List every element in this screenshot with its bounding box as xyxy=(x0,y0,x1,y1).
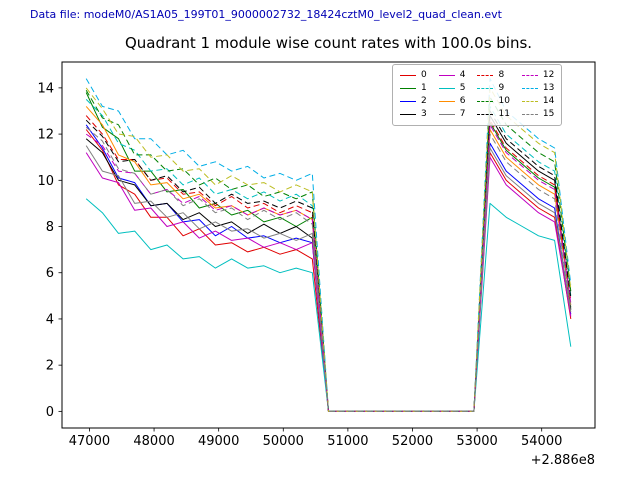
x-axis-offset-label: +2.886e8 xyxy=(531,453,595,468)
legend-item-0: 0 xyxy=(400,69,427,82)
legend-line-sample xyxy=(477,75,494,76)
legend-line-sample xyxy=(400,101,416,102)
legend-item-1: 1 xyxy=(400,82,427,95)
legend-label: 1 xyxy=(421,83,427,93)
legend-item-12: 12 xyxy=(521,69,555,82)
y-tick-label: 10 xyxy=(37,174,54,189)
legend-line-sample xyxy=(438,101,455,102)
y-tick-label: 8 xyxy=(46,220,54,235)
legend-line-sample xyxy=(438,88,455,89)
x-tick-label: 47000 xyxy=(69,434,110,449)
series-line-3 xyxy=(85,115,572,412)
legend-item-4: 4 xyxy=(438,69,466,82)
legend-item-11: 11 xyxy=(477,108,510,121)
x-tick-label: 50000 xyxy=(263,434,304,449)
legend-line-sample xyxy=(438,114,455,115)
legend-item-8: 8 xyxy=(477,69,509,82)
y-tick-label: 14 xyxy=(37,81,54,96)
legend-line-sample xyxy=(477,114,494,115)
y-tick-label: 12 xyxy=(37,128,54,143)
legend-label: 5 xyxy=(459,83,466,93)
legend-line-sample xyxy=(477,88,494,89)
legend-label: 7 xyxy=(459,109,466,119)
x-tick-label: 51000 xyxy=(327,434,368,449)
chart-title: Quadrant 1 module wise count rates with … xyxy=(124,34,533,52)
legend-item-14: 14 xyxy=(521,95,555,108)
legend-label: 13 xyxy=(542,83,555,93)
y-tick-label: 2 xyxy=(46,359,54,374)
legend-label: 6 xyxy=(459,96,466,106)
legend-label: 12 xyxy=(542,70,555,80)
legend-label: 2 xyxy=(421,96,427,106)
y-tick-label: 6 xyxy=(46,266,54,281)
legend-line-sample xyxy=(438,75,455,76)
legend-line-sample xyxy=(521,101,538,102)
series-line-5 xyxy=(85,198,572,412)
legend-label: 3 xyxy=(421,109,427,119)
legend-item-5: 5 xyxy=(438,82,466,95)
legend-line-sample xyxy=(477,101,494,102)
series-line-2 xyxy=(85,124,572,412)
legend-line-sample xyxy=(521,88,538,89)
legend: 0 1 2 3 4 5 6 7 8 9 10 11 12 13 14 15 xyxy=(392,64,563,126)
series-line-6 xyxy=(85,106,572,412)
series-line-7 xyxy=(85,145,572,412)
series-line-12 xyxy=(85,124,572,412)
legend-item-9: 9 xyxy=(477,82,509,95)
series-line-1 xyxy=(85,92,572,412)
legend-label: 0 xyxy=(421,70,427,80)
x-tick-label: 52000 xyxy=(392,434,433,449)
legend-line-sample xyxy=(400,75,416,76)
x-tick-label: 49000 xyxy=(198,434,239,449)
legend-item-15: 15 xyxy=(521,108,555,121)
legend-label: 4 xyxy=(459,70,466,80)
x-tick-label: 54000 xyxy=(521,434,562,449)
legend-label: 10 xyxy=(498,96,510,106)
legend-item-6: 6 xyxy=(438,95,466,108)
x-tick-label: 48000 xyxy=(133,434,174,449)
legend-line-sample xyxy=(521,75,538,76)
legend-item-3: 3 xyxy=(400,108,427,121)
series-line-15 xyxy=(85,126,572,412)
legend-item-13: 13 xyxy=(521,82,555,95)
legend-label: 8 xyxy=(498,70,505,80)
legend-line-sample xyxy=(521,114,538,115)
legend-line-sample xyxy=(400,88,416,89)
legend-line-sample xyxy=(400,114,416,115)
legend-label: 14 xyxy=(542,96,555,106)
x-tick-label: 53000 xyxy=(456,434,497,449)
legend-item-10: 10 xyxy=(477,95,510,108)
data-file-label: Data file: modeM0/AS1A05_199T01_90000027… xyxy=(30,8,502,21)
axes-frame xyxy=(61,61,596,429)
legend-item-7: 7 xyxy=(438,108,466,121)
legend-label: 15 xyxy=(542,109,555,119)
legend-label: 11 xyxy=(498,109,510,119)
legend-item-2: 2 xyxy=(400,95,427,108)
series-line-8 xyxy=(85,115,572,412)
y-tick-label: 0 xyxy=(46,405,54,420)
y-tick-label: 4 xyxy=(46,312,54,327)
legend-label: 9 xyxy=(498,83,505,93)
